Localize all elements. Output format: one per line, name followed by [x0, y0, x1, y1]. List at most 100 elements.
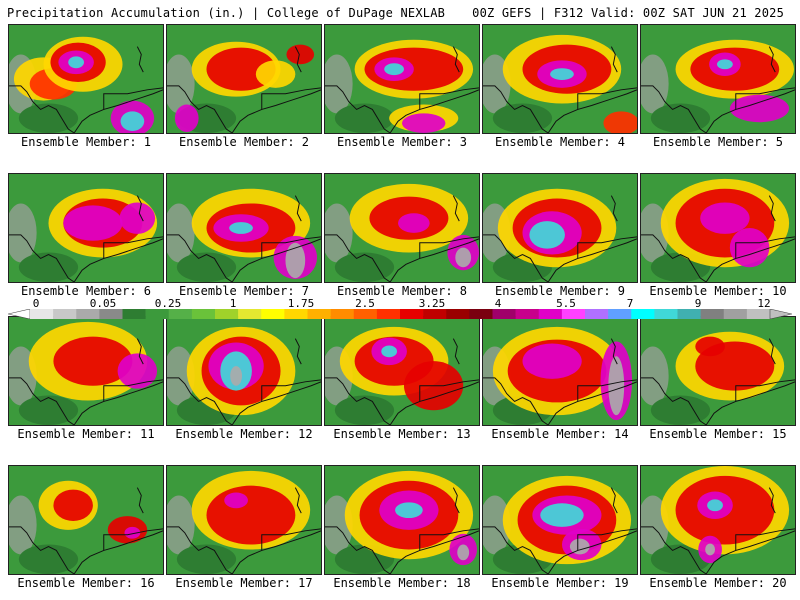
ensemble-member-map — [324, 465, 480, 575]
member-caption: Ensemble Member: 2 — [178, 135, 310, 149]
colorbar-min-arrow — [8, 309, 31, 319]
colorbar-swatch — [99, 309, 123, 319]
colorbar-swatch — [376, 309, 401, 319]
colorbar-swatch — [400, 309, 424, 319]
member-caption: Ensemble Member: 8 — [336, 284, 468, 298]
ensemble-member-map — [482, 24, 638, 134]
ensemble-member-map — [640, 24, 796, 134]
precip-field — [641, 317, 795, 425]
precip-field — [9, 466, 163, 574]
colorbar-swatch — [677, 309, 701, 319]
colorbar-swatch — [238, 309, 262, 319]
precip-field — [641, 174, 795, 282]
colorbar-swatch — [492, 309, 516, 319]
member-caption: Ensemble Member: 10 — [649, 284, 787, 298]
precip-field — [483, 466, 637, 574]
member-caption: Ensemble Member: 15 — [649, 427, 787, 441]
ensemble-member-map — [640, 465, 796, 575]
colorbar-legend: 0 0.05 0.25 1 1.75 2.5 3.25 4 5.5 7 9 12 — [8, 297, 792, 319]
colorbar-swatch — [330, 309, 355, 319]
ensemble-member-map — [482, 316, 638, 426]
colorbar-swatch — [561, 309, 586, 319]
member-caption: Ensemble Member: 12 — [175, 427, 313, 441]
colorbar-tick-label: 0.25 — [154, 297, 182, 310]
member-caption: Ensemble Member: 20 — [649, 576, 787, 590]
precip-field — [483, 317, 637, 425]
colorbar-tick-label: 3.25 — [418, 297, 446, 310]
colorbar-swatch — [122, 309, 146, 319]
colorbar-swatch — [76, 309, 100, 319]
colorbar-swatch — [261, 309, 285, 319]
colorbar-swatch — [538, 309, 563, 319]
member-caption: Ensemble Member: 9 — [494, 284, 626, 298]
colorbar-tick-label: 1.75 — [287, 297, 315, 310]
ensemble-member-map — [166, 24, 322, 134]
colorbar-swatch — [469, 309, 493, 319]
member-caption: Ensemble Member: 13 — [333, 427, 471, 441]
precip-field — [9, 25, 163, 133]
colorbar-swatch — [423, 309, 447, 319]
ensemble-member-map — [166, 465, 322, 575]
colorbar-tick-label: 5.5 — [556, 297, 576, 310]
colorbar-swatch — [353, 309, 378, 319]
member-caption: Ensemble Member: 19 — [491, 576, 629, 590]
member-caption: Ensemble Member: 1 — [20, 135, 152, 149]
precip-field — [483, 25, 637, 133]
colorbar-swatch — [446, 309, 470, 319]
member-caption: Ensemble Member: 5 — [652, 135, 784, 149]
precip-field — [641, 466, 795, 574]
map-title: Precipitation Accumulation (in.) | Colle… — [7, 6, 446, 20]
colorbar-swatch — [585, 309, 609, 319]
colorbar-tick-label: 12 — [757, 297, 771, 310]
colorbar-tick-label: 0 — [32, 297, 40, 310]
colorbar-swatch — [145, 309, 170, 319]
ensemble-member-map — [166, 316, 322, 426]
colorbar-tick-label: 7 — [626, 297, 634, 310]
ensemble-member-map — [482, 173, 638, 283]
colorbar-swatch — [746, 309, 771, 319]
precip-field — [483, 174, 637, 282]
precip-field — [167, 466, 321, 574]
colorbar-swatch — [168, 309, 193, 319]
precip-field — [641, 25, 795, 133]
ensemble-member-map — [8, 24, 164, 134]
member-caption: Ensemble Member: 17 — [175, 576, 313, 590]
colorbar-swatch — [700, 309, 725, 319]
colorbar-swatch — [723, 309, 748, 319]
precip-field — [325, 25, 479, 133]
precip-field — [167, 174, 321, 282]
ensemble-member-map — [324, 24, 480, 134]
colorbar-tick-label: 0.05 — [89, 297, 117, 310]
ensemble-member-map — [8, 316, 164, 426]
precip-field — [325, 174, 479, 282]
member-caption: Ensemble Member: 6 — [20, 284, 152, 298]
model-valid-time: 00Z GEFS | F312 Valid: 00Z SAT JUN 21 20… — [472, 6, 784, 20]
ensemble-member-map — [8, 173, 164, 283]
colorbar-swatch — [191, 309, 216, 319]
colorbar-swatch — [631, 309, 655, 319]
member-caption: Ensemble Member: 3 — [336, 135, 468, 149]
precip-field — [167, 317, 321, 425]
member-caption: Ensemble Member: 11 — [17, 427, 155, 441]
ensemble-member-map — [324, 173, 480, 283]
colorbar-swatch — [307, 309, 331, 319]
member-caption: Ensemble Member: 16 — [17, 576, 155, 590]
precip-field — [167, 25, 321, 133]
member-caption: Ensemble Member: 7 — [178, 284, 310, 298]
member-caption: Ensemble Member: 14 — [491, 427, 629, 441]
precip-field — [9, 317, 163, 425]
colorbar-tick-label: 1 — [229, 297, 237, 310]
colorbar-swatch — [515, 309, 540, 319]
precip-field — [325, 317, 479, 425]
precip-field — [9, 174, 163, 282]
member-caption: Ensemble Member: 4 — [494, 135, 626, 149]
member-caption: Ensemble Member: 18 — [333, 576, 471, 590]
colorbar-tick-label: 4 — [494, 297, 502, 310]
ensemble-member-map — [640, 316, 796, 426]
ensemble-member-map — [324, 316, 480, 426]
colorbar-swatch — [284, 309, 308, 319]
colorbar-swatch — [654, 309, 678, 319]
ensemble-member-map — [166, 173, 322, 283]
ensemble-member-map — [482, 465, 638, 575]
colorbar-tick-label: 2.5 — [355, 297, 375, 310]
